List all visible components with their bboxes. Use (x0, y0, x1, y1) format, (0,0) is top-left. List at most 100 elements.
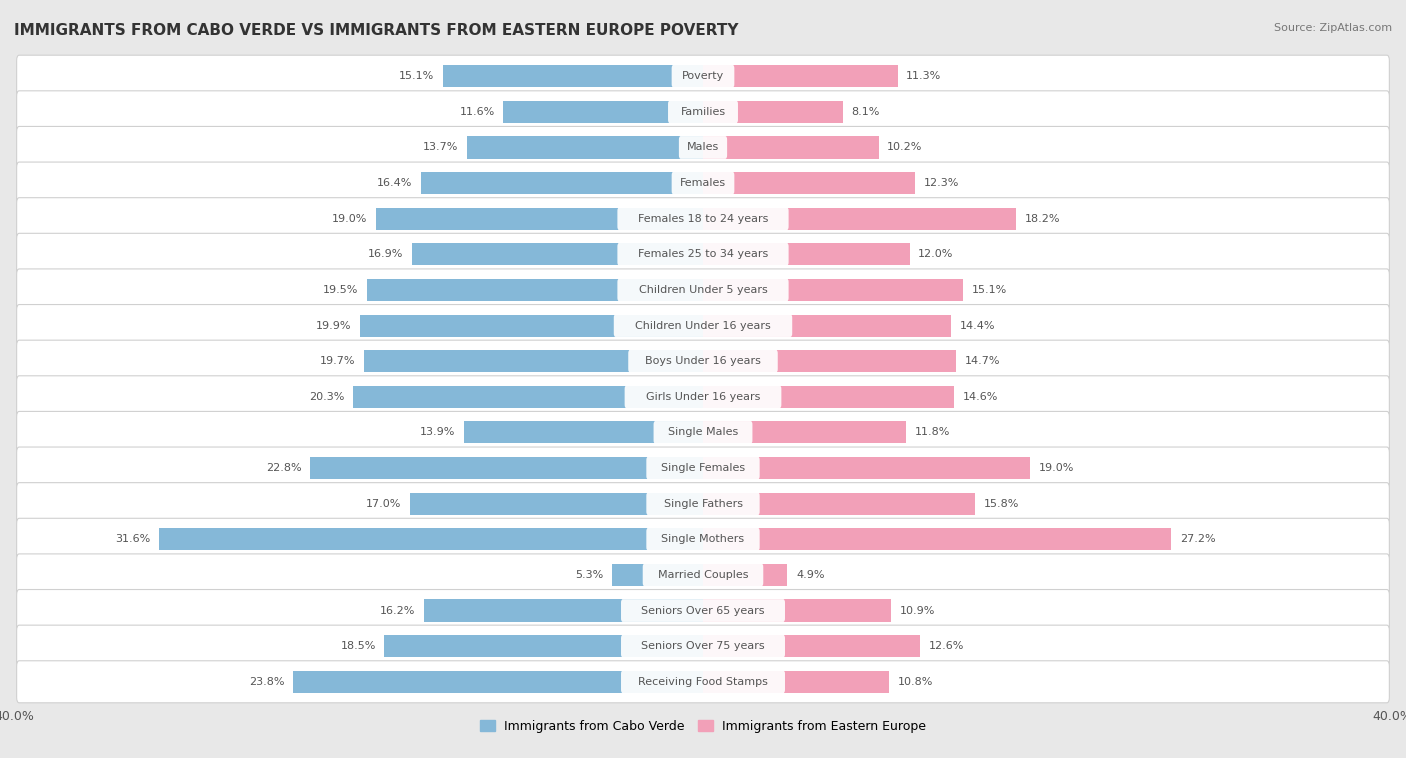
Text: 19.9%: 19.9% (316, 321, 352, 330)
Text: 13.7%: 13.7% (423, 143, 458, 152)
FancyBboxPatch shape (647, 456, 759, 480)
Bar (425, 600, 703, 622)
Text: 11.8%: 11.8% (915, 428, 950, 437)
Bar (467, 136, 703, 158)
Text: Females: Females (681, 178, 725, 188)
Bar (703, 421, 907, 443)
Bar (703, 101, 842, 123)
FancyBboxPatch shape (621, 670, 785, 693)
FancyBboxPatch shape (17, 554, 1389, 596)
Text: Single Mothers: Single Mothers (661, 534, 745, 544)
Bar (703, 528, 1171, 550)
FancyBboxPatch shape (621, 634, 785, 657)
Text: Females 25 to 34 years: Females 25 to 34 years (638, 249, 768, 259)
Legend: Immigrants from Cabo Verde, Immigrants from Eastern Europe: Immigrants from Cabo Verde, Immigrants f… (474, 715, 932, 738)
Bar (703, 671, 889, 693)
Text: Families: Families (681, 107, 725, 117)
Text: 18.5%: 18.5% (340, 641, 375, 651)
FancyBboxPatch shape (17, 340, 1389, 382)
Bar (411, 493, 703, 515)
FancyBboxPatch shape (617, 207, 789, 230)
Text: Boys Under 16 years: Boys Under 16 years (645, 356, 761, 366)
Bar (703, 315, 950, 337)
FancyBboxPatch shape (672, 171, 734, 195)
Text: 4.9%: 4.9% (796, 570, 824, 580)
FancyBboxPatch shape (17, 198, 1389, 240)
FancyBboxPatch shape (647, 528, 759, 551)
Text: 27.2%: 27.2% (1180, 534, 1216, 544)
FancyBboxPatch shape (17, 233, 1389, 275)
Bar (612, 564, 703, 586)
Bar (292, 671, 703, 693)
Text: 16.4%: 16.4% (377, 178, 412, 188)
Text: Females 18 to 24 years: Females 18 to 24 years (638, 214, 768, 224)
Text: 19.7%: 19.7% (319, 356, 356, 366)
Text: 12.3%: 12.3% (924, 178, 959, 188)
Text: Single Fathers: Single Fathers (664, 499, 742, 509)
Text: Source: ZipAtlas.com: Source: ZipAtlas.com (1274, 23, 1392, 33)
Bar (703, 136, 879, 158)
Text: Seniors Over 75 years: Seniors Over 75 years (641, 641, 765, 651)
Text: 16.9%: 16.9% (368, 249, 404, 259)
Text: Single Females: Single Females (661, 463, 745, 473)
FancyBboxPatch shape (17, 625, 1389, 667)
Bar (703, 564, 787, 586)
FancyBboxPatch shape (17, 661, 1389, 703)
Text: Seniors Over 65 years: Seniors Over 65 years (641, 606, 765, 615)
Bar (703, 600, 891, 622)
FancyBboxPatch shape (17, 518, 1389, 560)
Text: 10.8%: 10.8% (897, 677, 934, 687)
Text: 31.6%: 31.6% (115, 534, 150, 544)
Text: 12.0%: 12.0% (918, 249, 953, 259)
FancyBboxPatch shape (17, 269, 1389, 311)
Text: 15.1%: 15.1% (399, 71, 434, 81)
Text: Girls Under 16 years: Girls Under 16 years (645, 392, 761, 402)
Text: 14.6%: 14.6% (963, 392, 998, 402)
Bar (703, 635, 920, 657)
Bar (360, 315, 703, 337)
Bar (703, 65, 897, 87)
Text: 18.2%: 18.2% (1025, 214, 1060, 224)
Bar (420, 172, 703, 194)
FancyBboxPatch shape (17, 483, 1389, 525)
Text: Poverty: Poverty (682, 71, 724, 81)
Bar (159, 528, 703, 550)
FancyBboxPatch shape (672, 65, 734, 88)
Text: 12.6%: 12.6% (928, 641, 965, 651)
FancyBboxPatch shape (17, 412, 1389, 453)
Bar (703, 386, 955, 408)
FancyBboxPatch shape (617, 243, 789, 266)
FancyBboxPatch shape (617, 278, 789, 302)
Bar (703, 172, 915, 194)
Text: Children Under 16 years: Children Under 16 years (636, 321, 770, 330)
Bar (311, 457, 703, 479)
Bar (503, 101, 703, 123)
Bar (367, 279, 703, 301)
Bar (703, 350, 956, 372)
Text: 5.3%: 5.3% (575, 570, 603, 580)
FancyBboxPatch shape (679, 136, 727, 159)
Text: 19.0%: 19.0% (1039, 463, 1074, 473)
Text: IMMIGRANTS FROM CABO VERDE VS IMMIGRANTS FROM EASTERN EUROPE POVERTY: IMMIGRANTS FROM CABO VERDE VS IMMIGRANTS… (14, 23, 738, 38)
FancyBboxPatch shape (17, 55, 1389, 97)
Bar (703, 493, 976, 515)
FancyBboxPatch shape (17, 447, 1389, 489)
FancyBboxPatch shape (621, 599, 785, 622)
Bar (375, 208, 703, 230)
Text: Children Under 5 years: Children Under 5 years (638, 285, 768, 295)
FancyBboxPatch shape (624, 385, 782, 409)
Text: 15.8%: 15.8% (984, 499, 1019, 509)
Bar (464, 421, 703, 443)
Bar (412, 243, 703, 265)
Bar (353, 386, 703, 408)
FancyBboxPatch shape (654, 421, 752, 444)
FancyBboxPatch shape (17, 162, 1389, 204)
Text: 14.4%: 14.4% (960, 321, 995, 330)
FancyBboxPatch shape (17, 91, 1389, 133)
Text: 19.0%: 19.0% (332, 214, 367, 224)
Bar (703, 279, 963, 301)
Text: Single Males: Single Males (668, 428, 738, 437)
Text: 11.6%: 11.6% (460, 107, 495, 117)
Text: 15.1%: 15.1% (972, 285, 1007, 295)
FancyBboxPatch shape (614, 314, 792, 337)
